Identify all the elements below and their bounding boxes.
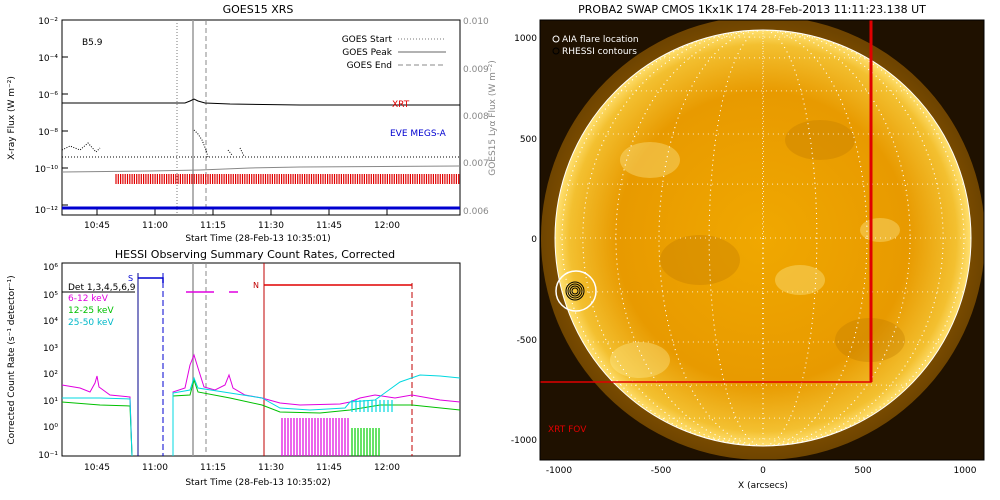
goes-xlabel: Start Time (28-Feb-13 10:35:01) [185,234,330,244]
swap-ytick: 0 [531,235,537,245]
hessi-legend-6-12: 6-12 keV [68,294,109,304]
hessi-ytick: 10¹ [43,397,58,407]
hessi-xtick: 10:45 [84,463,110,473]
grid-longitude-line [615,30,911,446]
goes-xrt-label: XRT [392,100,410,110]
goes-ytick: 10⁻⁴ [38,54,58,64]
hessi-xtick: 11:30 [258,463,284,473]
swap-yticks: 1000 500 0 -500 -1000 [511,34,537,446]
hessi-xtick: 11:00 [142,463,168,473]
goes-eve-label: EVE MEGS-A [390,129,447,139]
hessi-yticks: 10⁶ 10⁵ 10⁴ 10³ 10² 10¹ 10⁰ 10⁻¹ [38,263,58,461]
goes-ytick-right: 0.009 [463,65,489,75]
goes-xticks: 10:45 11:00 11:15 11:30 11:45 12:00 [84,221,400,231]
aia-flare-location [555,270,597,312]
grid-longitude-line [762,30,764,446]
goes-xtick: 11:00 [142,221,168,231]
goes-xtick: 11:30 [258,221,284,231]
hessi-xlabel: Start Time (28-Feb-13 10:35:02) [185,478,330,488]
swap-xtick: 500 [854,466,871,476]
swap-legend: AIA flare location RHESSI contours [552,35,639,57]
hessi-attenuator-ticks [281,400,393,456]
hessi-marker-s: S [128,274,133,283]
goes-legend-end: GOES End [347,61,392,71]
goes-ytick: 10⁻¹² [35,206,59,216]
hessi-ytick: 10⁻¹ [38,451,58,461]
hessi-legend-12-25: 12-25 keV [68,306,114,316]
goes-class-label: B5.9 [82,38,103,48]
swap-xtick: 0 [760,466,766,476]
hessi-legend-25-50: 25-50 keV [68,318,114,328]
goes-title: GOES15 XRS [223,3,294,16]
hessi-xtick: 11:15 [200,463,226,473]
goes-xtick: 12:00 [374,221,400,231]
hessi-ytick: 10³ [43,344,58,354]
goes-xtick: 11:45 [316,221,342,231]
hessi-ytick: 10² [43,370,58,380]
goes-xrt-ticks [115,174,460,184]
hessi-panel: HESSI Observing Summary Count Rates, Cor… [7,248,461,488]
goes-ytick-right: 0.010 [463,17,489,27]
grid-longitude-line [561,30,965,446]
swap-ytick: -500 [517,336,538,346]
grid-longitude-line [658,30,868,446]
goes-ylabel-right: GOES15 Lyα Flux (W m⁻²) [488,60,498,176]
goes-short-burst [61,129,245,158]
goes-ytick-right: 0.008 [463,112,489,122]
hessi-ytick: 10⁶ [43,263,58,273]
hessi-ytick: 10⁰ [43,423,58,433]
swap-xtick: -500 [651,466,672,476]
hessi-ytick: 10⁴ [43,317,58,327]
swap-xlabel: X (arcsecs) [738,481,788,491]
xrt-fov-label: XRT FOV [548,425,587,435]
goes-plot-frame [61,19,461,216]
goes-ytick: 10⁻² [38,17,58,27]
goes-right-yticks: 0.010 0.009 0.008 0.007 0.006 [463,17,489,217]
hessi-saa-bar [138,277,164,283]
swap-ytick: 1000 [514,34,537,44]
goes-ytick-right: 0.006 [463,207,489,217]
swap-ytick: 500 [520,135,537,145]
grid-longitude-line [708,30,818,446]
hessi-title: HESSI Observing Summary Count Rates, Cor… [115,248,395,261]
goes-ytick: 10⁻⁸ [38,128,58,138]
swap-xtick: -1000 [546,466,572,476]
goes-xtick: 10:45 [84,221,110,231]
swap-xticks: -1000 -500 0 500 1000 [546,466,977,476]
goes-lya-curve [61,165,461,173]
swap-xtick: 1000 [954,466,977,476]
heliographic-grid [555,30,971,446]
goes-long-channel [62,98,460,106]
hessi-plot-frame [61,262,461,457]
goes-legend: GOES Start GOES Peak GOES End [342,35,446,71]
hessi-legend: Det 1,3,4,5,6,9 6-12 keV 12-25 keV 25-50… [68,283,136,328]
grid-longitude-line [582,30,944,446]
swap-legend-rhessi: RHESSI contours [562,47,637,57]
hessi-legend-det: Det 1,3,4,5,6,9 [68,283,136,293]
goes-ytick-right: 0.007 [463,159,489,169]
swap-legend-aia: AIA flare location [562,35,639,45]
swap-title: PROBA2 SWAP CMOS 1Kx1K 174 28-Feb-2013 1… [578,3,926,16]
hessi-12-25kev-curve [61,378,461,457]
swap-ytick: -1000 [511,436,537,446]
goes-panel: GOES15 XRS B5.9 10⁻² 10⁻⁴ 10⁻⁶ 10⁻⁸ 10⁻¹… [7,3,498,244]
hessi-ylabel: Corrected Count Rate (s⁻¹ detector⁻¹) [7,275,17,444]
hessi-xtick: 11:45 [316,463,342,473]
hessi-marker-n: N [253,281,259,290]
swap-panel: PROBA2 SWAP CMOS 1Kx1K 174 28-Feb-2013 1… [511,3,985,491]
goes-xtick: 11:15 [200,221,226,231]
rhessi-contours [565,281,585,301]
swap-frame [539,19,985,461]
hessi-xticks: 10:45 11:00 11:15 11:30 11:45 12:00 [84,463,400,473]
hessi-25-50kev-curve [62,374,461,457]
goes-ylabel-left: X-ray Flux (W m⁻²) [7,76,17,160]
goes-legend-start: GOES Start [342,35,393,45]
hessi-ytick: 10⁵ [43,291,58,301]
hessi-xtick: 12:00 [374,463,400,473]
goes-ytick: 10⁻⁶ [38,91,58,101]
goes-ytick: 10⁻¹⁰ [35,165,59,175]
goes-legend-peak: GOES Peak [342,48,392,58]
goes-left-yticks: 10⁻² 10⁻⁴ 10⁻⁶ 10⁻⁸ 10⁻¹⁰ 10⁻¹² [35,17,59,216]
